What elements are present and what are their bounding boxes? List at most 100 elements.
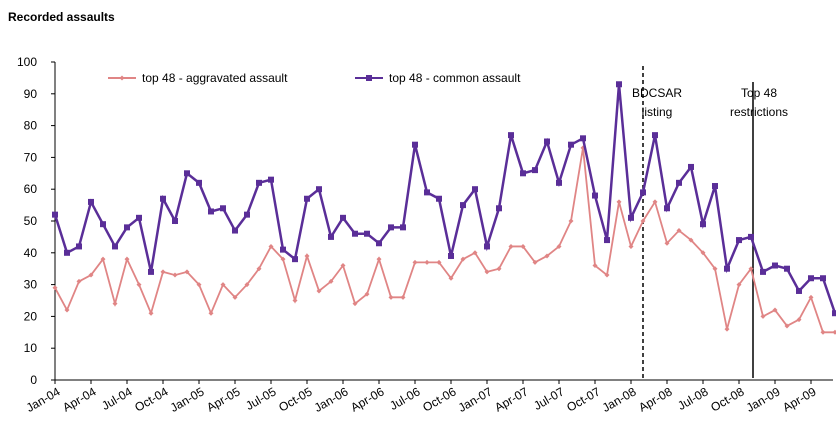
point (401, 295, 406, 300)
x-tick-label: Oct-07 (564, 384, 602, 414)
point (832, 310, 836, 316)
legend-label: top 48 - common assault (389, 71, 521, 85)
point (821, 330, 826, 335)
x-tick-label: Jan-07 (456, 384, 495, 415)
annotation-text: restrictions (730, 105, 788, 119)
point (424, 189, 430, 195)
point (413, 260, 418, 265)
point (304, 196, 310, 202)
point (496, 205, 502, 211)
y-tick-label: 60 (24, 182, 38, 196)
point (712, 183, 718, 189)
point (120, 76, 125, 81)
point (316, 186, 322, 192)
point (700, 221, 706, 227)
y-tick-label: 20 (24, 309, 38, 323)
point (772, 263, 778, 269)
annotation-text: Top 48 (741, 86, 777, 100)
y-tick-label: 40 (24, 246, 38, 260)
point (124, 224, 130, 230)
point (425, 260, 430, 265)
point (352, 231, 358, 237)
x-tick-label: Jul-04 (99, 384, 135, 413)
point (160, 196, 166, 202)
point (676, 180, 682, 186)
x-tick-label: Oct-04 (132, 384, 170, 414)
point (328, 234, 334, 240)
y-tick-label: 90 (24, 87, 38, 101)
point (184, 170, 190, 176)
point (532, 167, 538, 173)
point (784, 266, 790, 272)
x-tick-label: Oct-08 (708, 384, 746, 414)
point (377, 257, 382, 262)
point (376, 240, 382, 246)
x-tick-label: Oct-05 (276, 384, 314, 414)
point (604, 237, 610, 243)
point (173, 273, 178, 278)
point (484, 243, 490, 249)
point (664, 205, 670, 211)
x-tick-label: Jan-06 (312, 384, 351, 415)
point (748, 234, 754, 240)
point (736, 237, 742, 243)
point (220, 205, 226, 211)
point (592, 193, 598, 199)
point (364, 231, 370, 237)
point (520, 170, 526, 176)
point (148, 269, 154, 275)
legend-label: top 48 - aggravated assault (142, 71, 288, 85)
x-tick-label: Apr-07 (492, 384, 530, 414)
point (400, 224, 406, 230)
point (544, 139, 550, 145)
point (172, 218, 178, 224)
chart-title: Recorded assaults (8, 10, 115, 24)
point (88, 199, 94, 205)
point (688, 164, 694, 170)
y-tick-label: 80 (24, 119, 38, 133)
point (508, 132, 514, 138)
point (292, 256, 298, 262)
point (112, 243, 118, 249)
point (196, 180, 202, 186)
point (725, 327, 730, 332)
y-tick-label: 30 (24, 278, 38, 292)
y-tick-label: 100 (17, 55, 37, 69)
point (388, 224, 394, 230)
point (808, 275, 814, 281)
point (244, 212, 250, 218)
point (136, 215, 142, 221)
x-tick-label: Jan-09 (744, 384, 783, 415)
point (305, 253, 310, 258)
series-line (55, 148, 835, 332)
point (833, 330, 836, 335)
point (209, 311, 214, 316)
x-tick-label: Jul-05 (243, 384, 279, 413)
point (628, 215, 634, 221)
point (232, 228, 238, 234)
x-tick-label: Oct-06 (420, 384, 458, 414)
point (100, 221, 106, 227)
point (256, 180, 262, 186)
point (460, 202, 466, 208)
annotation-text: BDCSAR (632, 86, 682, 100)
annotation-text: listing (642, 105, 673, 119)
y-tick-label: 70 (24, 150, 38, 164)
x-tick-label: Jan-08 (600, 384, 639, 415)
point (293, 298, 298, 303)
point (617, 199, 622, 204)
point (76, 243, 82, 249)
point (448, 253, 454, 259)
point (820, 275, 826, 281)
x-tick-label: Jul-07 (531, 384, 567, 413)
point (556, 180, 562, 186)
point (436, 196, 442, 202)
x-tick-label: Jul-06 (387, 384, 423, 413)
point (760, 269, 766, 275)
x-tick-label: Jan-05 (168, 384, 207, 415)
point (161, 269, 166, 274)
x-tick-label: Apr-08 (636, 384, 674, 414)
point (340, 215, 346, 221)
point (412, 142, 418, 148)
